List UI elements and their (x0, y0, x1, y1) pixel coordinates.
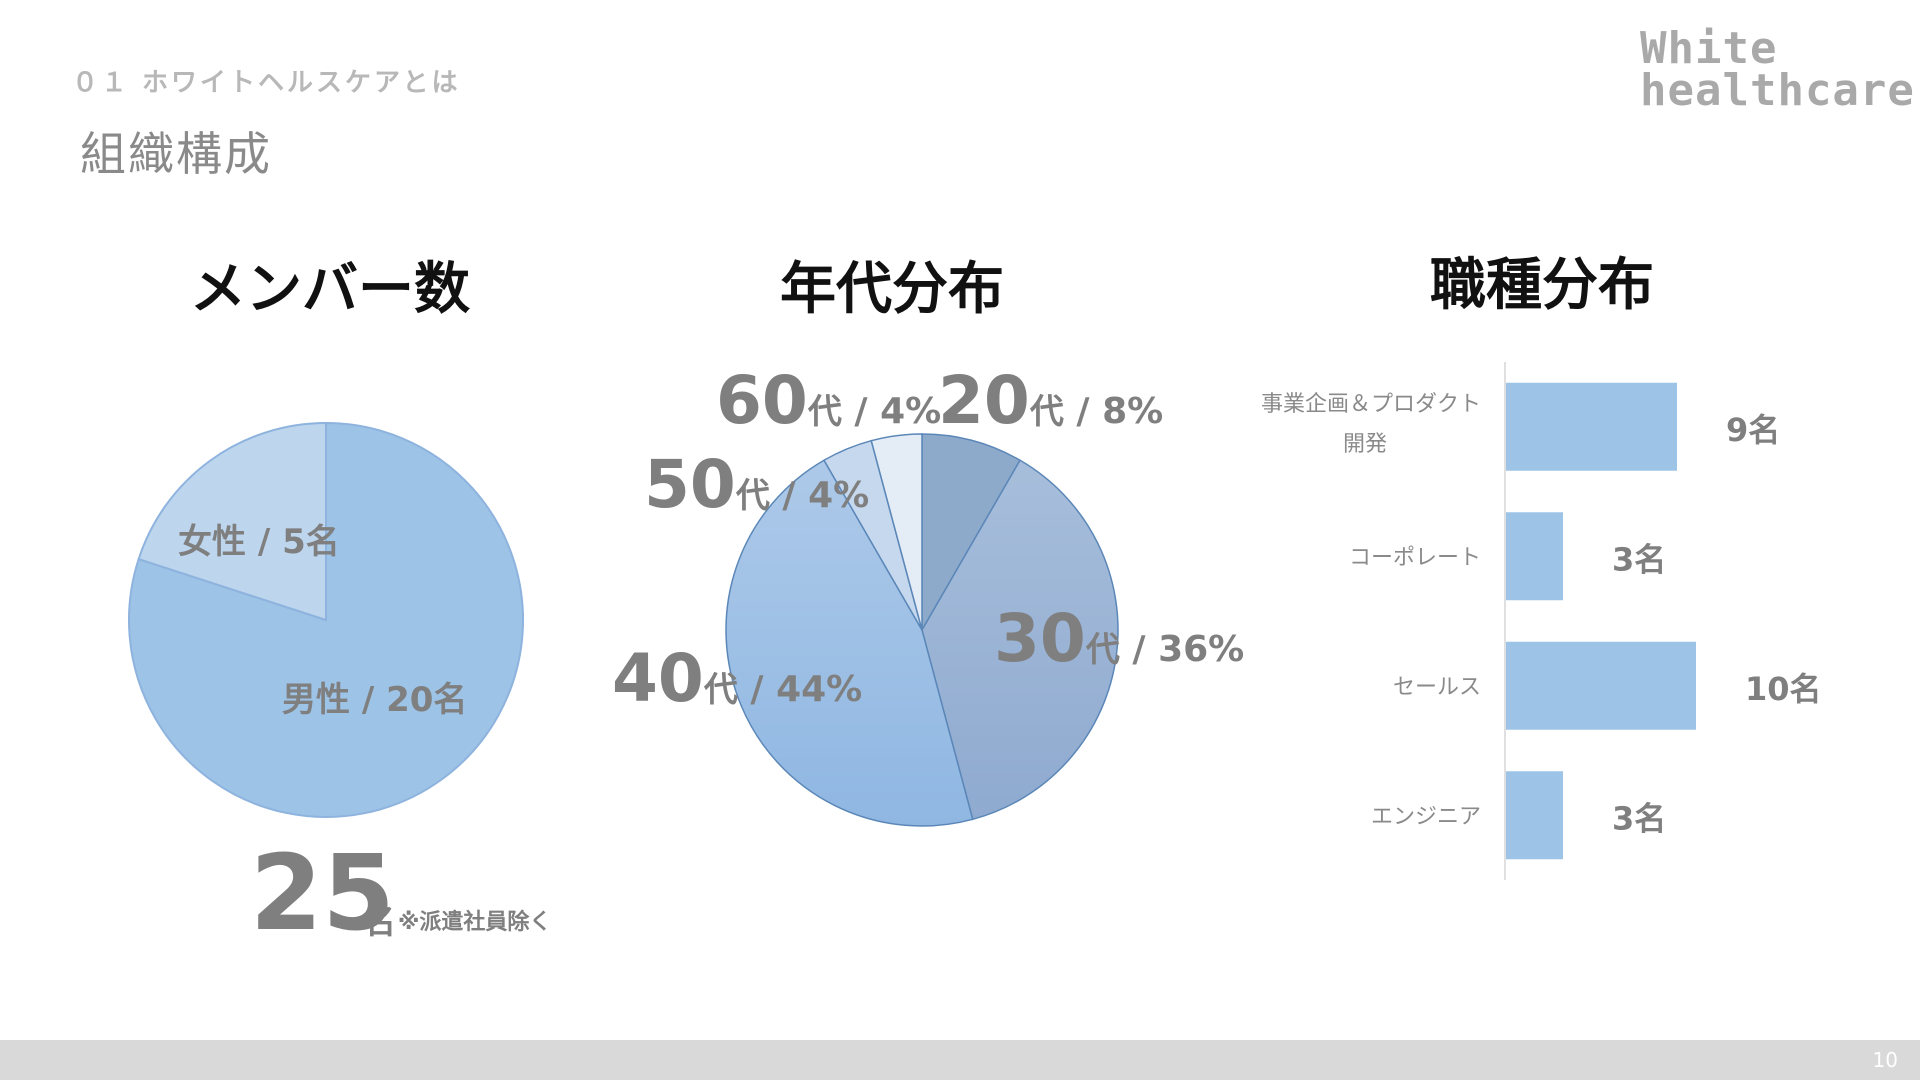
pie-slice-female (137, 421, 327, 622)
age-label-20: 20代 / 8% (938, 362, 1164, 439)
total-members-value: 25 (250, 832, 395, 954)
bar-category-label-2-0: セールス (1393, 675, 1481, 700)
members-chart-title: メンバー数 (190, 257, 470, 322)
bar-category-label-3-0: エンジニア (1371, 804, 1481, 829)
bar-category-label-1-0: コーポレート (1349, 545, 1481, 570)
ages-chart-title: 年代分布 (780, 257, 1004, 322)
bar-category-label-0-0: 事業企画＆プロダクト (1261, 392, 1481, 417)
pie-slice-age-60 (870, 433, 923, 631)
age-label-50: 50代 / 4% (644, 446, 870, 523)
female-slice-label: 女性 / 5名 (178, 522, 340, 562)
bar-value-label-2: 10名 (1745, 670, 1822, 708)
bar-value-label-3: 3名 (1612, 799, 1666, 837)
roles-chart-title: 職種分布 (1430, 253, 1654, 318)
brand-logo: White healthcare (1640, 23, 1915, 116)
bar-0 (1506, 382, 1677, 471)
male-slice-label: 男性 / 20名 (282, 680, 468, 720)
section-label: ０１ ホワイトヘルスケアとは (72, 68, 461, 98)
bar-1 (1506, 512, 1563, 601)
bar-3 (1506, 771, 1563, 860)
members-pie (128, 421, 524, 818)
bar-value-label-1: 3名 (1612, 540, 1666, 578)
total-members-note: ※派遣社員除く (398, 910, 552, 935)
pie-slice-age-20 (921, 433, 1022, 633)
page-title: 組織構成 (80, 127, 272, 181)
age-label-30: 30代 / 36% (994, 600, 1245, 677)
pie-slice-age-40 (725, 459, 974, 827)
total-members-unit: 名 (362, 902, 396, 942)
bar-category-label-0-1: 開発 (1343, 432, 1387, 457)
logo-line1: White (1640, 23, 1778, 74)
footer-bar (0, 1040, 1920, 1080)
bar-value-label-0: 9名 (1726, 411, 1780, 449)
age-label-60: 60代 / 4% (716, 362, 942, 439)
pie-slice-age-30 (921, 459, 1119, 821)
ages-pie (725, 433, 1119, 827)
logo-line2: healthcare (1640, 65, 1915, 116)
age-label-40: 40代 / 44% (612, 640, 863, 717)
page-number: 10 (1872, 1048, 1898, 1072)
bar-2 (1506, 641, 1696, 730)
